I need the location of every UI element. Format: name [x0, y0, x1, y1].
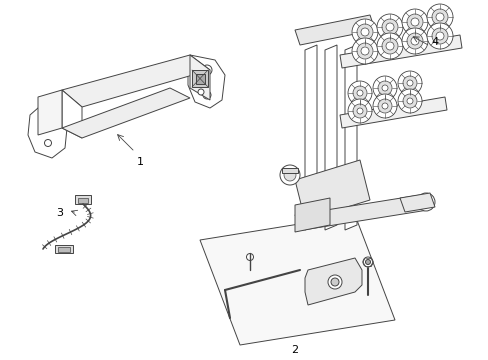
Circle shape [362, 257, 372, 267]
Circle shape [327, 275, 341, 289]
Circle shape [406, 33, 422, 49]
Circle shape [360, 28, 368, 36]
Polygon shape [200, 215, 394, 345]
Circle shape [356, 43, 372, 59]
Circle shape [198, 89, 203, 95]
Circle shape [381, 85, 387, 91]
Circle shape [280, 165, 299, 185]
Circle shape [351, 19, 377, 45]
Polygon shape [305, 258, 361, 305]
Circle shape [356, 108, 362, 114]
Circle shape [406, 14, 422, 30]
Circle shape [435, 13, 443, 21]
Circle shape [356, 90, 362, 96]
Text: 2: 2 [291, 345, 298, 355]
Circle shape [377, 99, 391, 113]
Circle shape [385, 42, 393, 50]
Bar [282, 168, 297, 173]
Circle shape [426, 23, 452, 49]
Circle shape [351, 38, 377, 64]
Circle shape [203, 91, 210, 99]
Polygon shape [345, 45, 356, 230]
Polygon shape [62, 88, 190, 138]
Polygon shape [399, 193, 434, 212]
Polygon shape [28, 105, 68, 158]
Polygon shape [294, 15, 374, 45]
Circle shape [376, 33, 402, 59]
Circle shape [381, 38, 397, 54]
Circle shape [401, 9, 427, 35]
Polygon shape [196, 74, 204, 84]
Circle shape [381, 103, 387, 109]
Circle shape [372, 76, 396, 100]
Polygon shape [294, 198, 329, 232]
Circle shape [365, 260, 370, 265]
Polygon shape [339, 97, 446, 128]
Bar [58, 247, 70, 252]
Circle shape [352, 86, 366, 100]
Circle shape [416, 193, 434, 211]
Circle shape [397, 71, 421, 95]
Circle shape [356, 24, 372, 40]
Circle shape [397, 89, 421, 113]
Circle shape [330, 278, 338, 286]
Circle shape [376, 14, 402, 40]
Polygon shape [294, 195, 427, 230]
Circle shape [410, 37, 418, 45]
Circle shape [360, 47, 368, 55]
Polygon shape [294, 160, 369, 220]
Circle shape [372, 94, 396, 118]
Text: 1: 1 [136, 157, 143, 167]
Circle shape [402, 94, 416, 108]
Polygon shape [192, 70, 207, 87]
Text: 3: 3 [57, 208, 63, 218]
Polygon shape [190, 55, 209, 100]
Bar [55, 245, 73, 253]
Polygon shape [187, 55, 224, 108]
Circle shape [410, 18, 418, 26]
Circle shape [284, 169, 295, 181]
Circle shape [406, 80, 412, 86]
Bar [78, 198, 88, 203]
Circle shape [347, 81, 371, 105]
Polygon shape [38, 90, 62, 135]
Circle shape [431, 9, 447, 25]
Circle shape [420, 197, 430, 207]
Bar [75, 195, 91, 204]
Circle shape [435, 32, 443, 40]
Polygon shape [62, 55, 209, 107]
Circle shape [402, 76, 416, 90]
Circle shape [246, 253, 253, 261]
Polygon shape [62, 90, 82, 138]
Circle shape [406, 98, 412, 104]
Circle shape [431, 28, 447, 44]
Polygon shape [325, 45, 336, 230]
Circle shape [401, 28, 427, 54]
Circle shape [44, 140, 51, 147]
Circle shape [426, 4, 452, 30]
Circle shape [377, 81, 391, 95]
Polygon shape [339, 35, 461, 68]
Text: 4: 4 [430, 37, 438, 47]
Circle shape [45, 113, 54, 122]
Polygon shape [305, 45, 316, 230]
Circle shape [202, 65, 212, 75]
Circle shape [352, 104, 366, 118]
Circle shape [385, 23, 393, 31]
Circle shape [381, 19, 397, 35]
Circle shape [347, 99, 371, 123]
